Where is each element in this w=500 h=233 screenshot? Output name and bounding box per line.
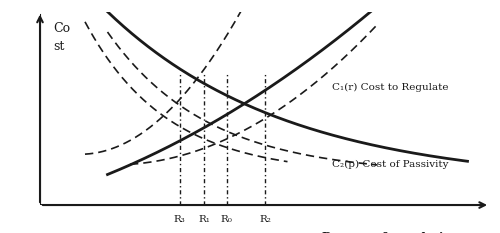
Text: R₃: R₃ xyxy=(174,215,186,224)
Text: Co: Co xyxy=(54,22,70,35)
Text: R₂: R₂ xyxy=(259,215,271,224)
Text: R₀: R₀ xyxy=(221,215,232,224)
Text: C₁(r) Cost to Regulate: C₁(r) Cost to Regulate xyxy=(332,82,449,92)
Text: R₁: R₁ xyxy=(198,215,210,224)
Text: Degree of regulation: Degree of regulation xyxy=(322,232,460,233)
Text: C₂(p) Cost of Passivity: C₂(p) Cost of Passivity xyxy=(332,160,449,169)
Text: st: st xyxy=(54,40,65,53)
